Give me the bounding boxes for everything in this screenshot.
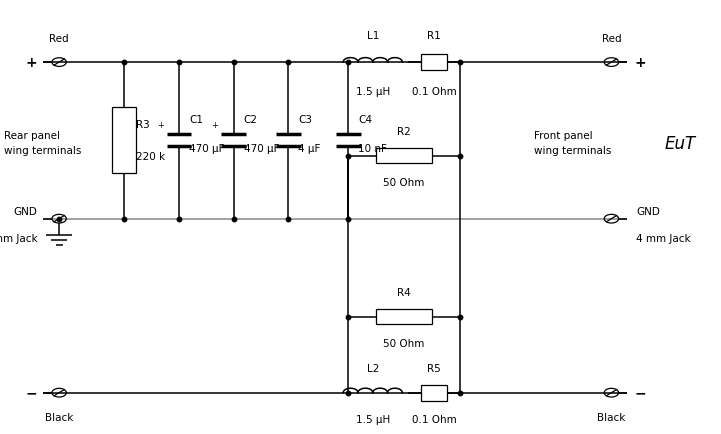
Text: EuT: EuT xyxy=(665,134,696,152)
Text: R2: R2 xyxy=(397,127,411,137)
Text: C1: C1 xyxy=(189,115,203,125)
Text: Red: Red xyxy=(601,33,622,43)
Text: C4: C4 xyxy=(358,115,372,125)
Text: C2: C2 xyxy=(244,115,257,125)
Text: −: − xyxy=(634,386,646,400)
Text: +: + xyxy=(634,56,646,70)
Text: C3: C3 xyxy=(298,115,312,125)
Text: −: − xyxy=(26,386,37,400)
Text: 0.1 Ohm: 0.1 Ohm xyxy=(412,414,456,424)
Text: 10 nF: 10 nF xyxy=(358,144,387,154)
Text: L2: L2 xyxy=(366,363,379,373)
Text: R5: R5 xyxy=(427,363,441,373)
Bar xyxy=(376,309,432,325)
Text: R1: R1 xyxy=(427,31,441,41)
Text: 50 Ohm: 50 Ohm xyxy=(384,178,425,188)
Text: 0.1 Ohm: 0.1 Ohm xyxy=(412,87,456,97)
Text: GND: GND xyxy=(14,207,37,217)
Text: Front panel
wing terminals: Front panel wing terminals xyxy=(534,131,611,156)
Text: Red: Red xyxy=(49,33,69,43)
Text: L1: L1 xyxy=(366,31,379,41)
Text: 50 Ohm: 50 Ohm xyxy=(384,339,425,349)
Text: Black: Black xyxy=(45,412,74,422)
Text: +: + xyxy=(211,121,218,130)
Text: 1.5 μH: 1.5 μH xyxy=(355,414,390,424)
Text: +: + xyxy=(156,121,164,130)
Text: 1.5 μH: 1.5 μH xyxy=(355,87,390,97)
Text: 4 mm Jack: 4 mm Jack xyxy=(0,234,37,243)
Text: 470 μF: 470 μF xyxy=(244,144,279,154)
Bar xyxy=(421,385,447,401)
Text: +: + xyxy=(26,56,37,70)
Text: R4: R4 xyxy=(397,287,411,297)
Bar xyxy=(421,55,447,71)
Text: Rear panel
wing terminals: Rear panel wing terminals xyxy=(4,131,81,156)
Bar xyxy=(112,108,136,174)
Text: R3: R3 xyxy=(136,120,149,130)
Text: Black: Black xyxy=(597,412,626,422)
Text: GND: GND xyxy=(636,207,660,217)
Text: 4 μF: 4 μF xyxy=(298,144,321,154)
Text: 470 μF: 470 μF xyxy=(189,144,224,154)
Text: 220 k: 220 k xyxy=(136,152,164,162)
Text: 4 mm Jack: 4 mm Jack xyxy=(636,234,691,243)
Bar xyxy=(376,148,432,164)
